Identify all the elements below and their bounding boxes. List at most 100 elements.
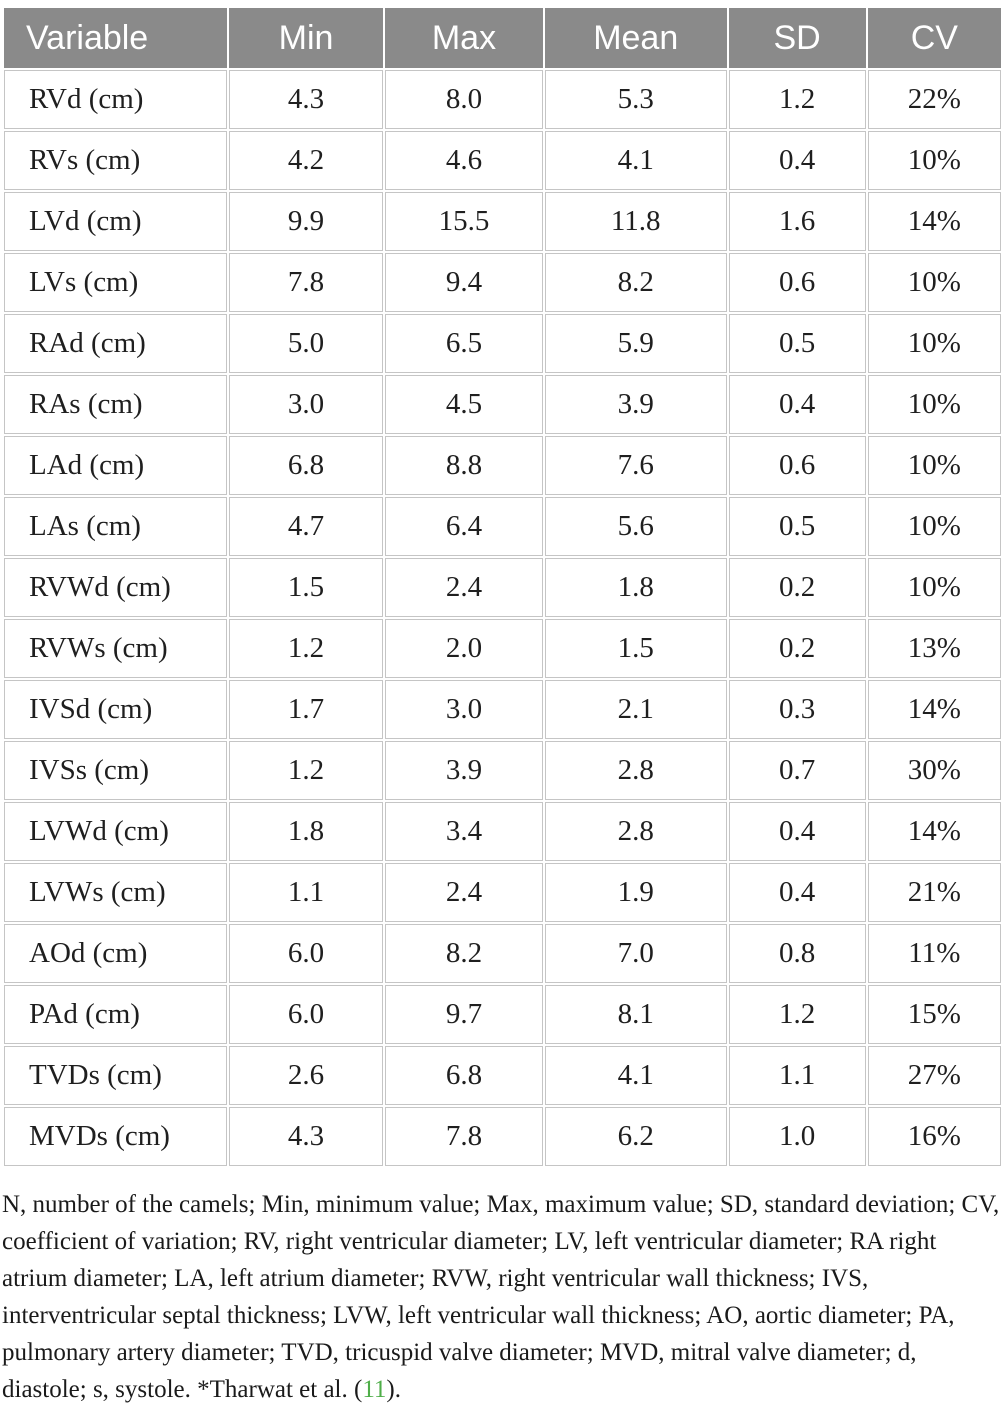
variable-cell: AOd (cm): [4, 924, 228, 983]
sd-value-cell: 1.2: [728, 70, 866, 129]
max-value-cell: 9.7: [385, 985, 543, 1044]
max-value-cell: 6.5: [385, 314, 543, 373]
table-row: PAd (cm) 6.0 9.7 8.1 1.2 15%: [4, 985, 1001, 1044]
table-row: TVDs (cm) 2.6 6.8 4.1 1.1 27%: [4, 1046, 1001, 1105]
min-value-cell: 3.0: [229, 375, 384, 434]
echocardiography-stats-table: Variable Min Max Mean SD CV RVd (cm) 4.3 8.0 5.3…: [2, 6, 1003, 1168]
min-value-cell: 9.9: [229, 192, 384, 251]
min-value-cell: 4.7: [229, 497, 384, 556]
table-row: RAd (cm) 5.0 6.5 5.9 0.5 10%: [4, 314, 1001, 373]
sd-value-cell: 0.4: [728, 131, 866, 190]
min-value-cell: 6.0: [229, 924, 384, 983]
min-value-cell: 6.0: [229, 985, 384, 1044]
sd-value-cell: 0.5: [728, 497, 866, 556]
variable-cell: IVSs (cm): [4, 741, 228, 800]
max-value-cell: 7.8: [385, 1107, 543, 1166]
min-value-cell: 1.7: [229, 680, 384, 739]
variable-cell: LVd (cm): [4, 192, 228, 251]
sd-value-cell: 0.8: [728, 924, 866, 983]
mean-value-cell: 7.6: [544, 436, 727, 495]
max-value-cell: 6.4: [385, 497, 543, 556]
max-value-cell: 8.0: [385, 70, 543, 129]
sd-value-cell: 0.4: [728, 863, 866, 922]
variable-cell: TVDs (cm): [4, 1046, 228, 1105]
max-value-cell: 8.2: [385, 924, 543, 983]
variable-cell: RVd (cm): [4, 70, 228, 129]
column-header-variable: Variable: [4, 8, 228, 68]
column-header-max: Max: [385, 8, 543, 68]
table-footnote: N, number of the camels; Min, minimum va…: [0, 1186, 1005, 1408]
table-row: LAd (cm) 6.8 8.8 7.6 0.6 10%: [4, 436, 1001, 495]
sd-value-cell: 1.0: [728, 1107, 866, 1166]
max-value-cell: 4.5: [385, 375, 543, 434]
min-value-cell: 1.1: [229, 863, 384, 922]
table-row: RVs (cm) 4.2 4.6 4.1 0.4 10%: [4, 131, 1001, 190]
min-value-cell: 5.0: [229, 314, 384, 373]
cv-value-cell: 22%: [867, 70, 1001, 129]
min-value-cell: 4.3: [229, 70, 384, 129]
max-value-cell: 3.0: [385, 680, 543, 739]
mean-value-cell: 1.8: [544, 558, 727, 617]
mean-value-cell: 4.1: [544, 1046, 727, 1105]
min-value-cell: 1.2: [229, 619, 384, 678]
table-row: RVWs (cm) 1.2 2.0 1.5 0.2 13%: [4, 619, 1001, 678]
mean-value-cell: 2.8: [544, 802, 727, 861]
mean-value-cell: 8.2: [544, 253, 727, 312]
variable-cell: RVWd (cm): [4, 558, 228, 617]
variable-cell: IVSd (cm): [4, 680, 228, 739]
cv-value-cell: 15%: [867, 985, 1001, 1044]
table-row: RVWd (cm) 1.5 2.4 1.8 0.2 10%: [4, 558, 1001, 617]
mean-value-cell: 4.1: [544, 131, 727, 190]
column-header-min: Min: [229, 8, 384, 68]
mean-value-cell: 8.1: [544, 985, 727, 1044]
min-value-cell: 6.8: [229, 436, 384, 495]
cv-value-cell: 10%: [867, 436, 1001, 495]
max-value-cell: 2.0: [385, 619, 543, 678]
table-row: MVDs (cm) 4.3 7.8 6.2 1.0 16%: [4, 1107, 1001, 1166]
variable-cell: RVWs (cm): [4, 619, 228, 678]
column-header-mean: Mean: [544, 8, 727, 68]
sd-value-cell: 0.4: [728, 802, 866, 861]
table-row: LVWd (cm) 1.8 3.4 2.8 0.4 14%: [4, 802, 1001, 861]
mean-value-cell: 5.3: [544, 70, 727, 129]
table-header-row: Variable Min Max Mean SD CV: [4, 8, 1001, 68]
variable-cell: LAd (cm): [4, 436, 228, 495]
mean-value-cell: 5.9: [544, 314, 727, 373]
mean-value-cell: 6.2: [544, 1107, 727, 1166]
min-value-cell: 1.8: [229, 802, 384, 861]
min-value-cell: 4.3: [229, 1107, 384, 1166]
footnote-suffix: ).: [386, 1376, 401, 1403]
mean-value-cell: 7.0: [544, 924, 727, 983]
citation-link[interactable]: 11: [362, 1376, 387, 1403]
column-header-sd: SD: [728, 8, 866, 68]
variable-cell: LVs (cm): [4, 253, 228, 312]
cv-value-cell: 10%: [867, 314, 1001, 373]
variable-cell: RVs (cm): [4, 131, 228, 190]
sd-value-cell: 0.4: [728, 375, 866, 434]
cv-value-cell: 30%: [867, 741, 1001, 800]
mean-value-cell: 5.6: [544, 497, 727, 556]
cv-value-cell: 13%: [867, 619, 1001, 678]
variable-cell: RAd (cm): [4, 314, 228, 373]
max-value-cell: 9.4: [385, 253, 543, 312]
sd-value-cell: 0.2: [728, 619, 866, 678]
table-row: IVSs (cm) 1.2 3.9 2.8 0.7 30%: [4, 741, 1001, 800]
variable-cell: LAs (cm): [4, 497, 228, 556]
mean-value-cell: 1.9: [544, 863, 727, 922]
variable-cell: PAd (cm): [4, 985, 228, 1044]
cv-value-cell: 10%: [867, 131, 1001, 190]
table-row: IVSd (cm) 1.7 3.0 2.1 0.3 14%: [4, 680, 1001, 739]
mean-value-cell: 1.5: [544, 619, 727, 678]
cv-value-cell: 10%: [867, 375, 1001, 434]
cv-value-cell: 16%: [867, 1107, 1001, 1166]
min-value-cell: 1.2: [229, 741, 384, 800]
cv-value-cell: 11%: [867, 924, 1001, 983]
table-row: RAs (cm) 3.0 4.5 3.9 0.4 10%: [4, 375, 1001, 434]
variable-cell: LVWs (cm): [4, 863, 228, 922]
sd-value-cell: 0.3: [728, 680, 866, 739]
min-value-cell: 1.5: [229, 558, 384, 617]
sd-value-cell: 1.6: [728, 192, 866, 251]
mean-value-cell: 3.9: [544, 375, 727, 434]
sd-value-cell: 1.2: [728, 985, 866, 1044]
max-value-cell: 2.4: [385, 863, 543, 922]
